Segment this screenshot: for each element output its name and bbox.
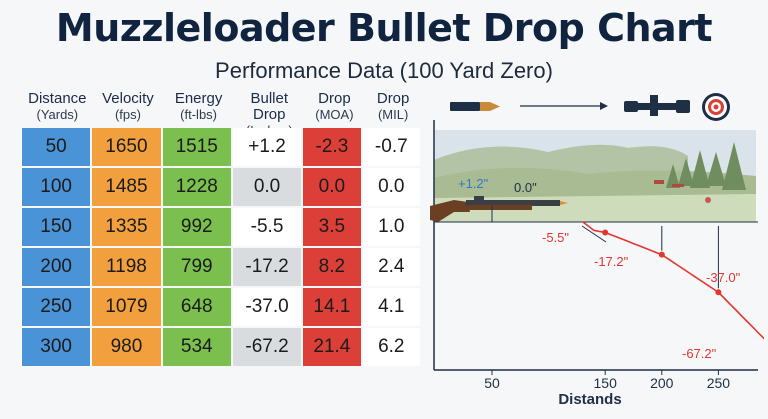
cell-drop-moa: 8.2 xyxy=(303,248,361,286)
table-row: 100 1485 1228 0.0 0.0 0.0 xyxy=(22,168,422,206)
cell-drop-mil: 1.0 xyxy=(362,208,420,246)
trajectory-diagram: +1.2" 0.0" -5.5" -17.2" -37.0" -67.2" 50 150 200… xyxy=(430,93,764,408)
cell-drop-mil: 0.0 xyxy=(362,168,420,206)
cell-energy: 534 xyxy=(162,328,231,366)
cell-energy: 1515 xyxy=(162,128,231,166)
cell-velocity: 980 xyxy=(92,328,161,366)
x-tick-label: 200 xyxy=(650,375,674,391)
annotation-label: +1.2" xyxy=(458,176,489,191)
scope-icon xyxy=(624,95,690,116)
cell-bullet-drop: -5.5 xyxy=(232,208,302,246)
cell-distance: 100 xyxy=(22,168,91,206)
cell-drop-mil: 4.1 xyxy=(362,288,420,326)
cell-distance: 300 xyxy=(22,328,91,366)
cell-drop-mil: 6.2 xyxy=(362,328,420,366)
x-axis-title: Distands xyxy=(558,391,621,408)
data-point xyxy=(715,289,722,296)
cell-drop-moa: 21.4 xyxy=(303,328,361,366)
x-tick-label: 250 xyxy=(707,375,731,391)
table-row: 150 1335 992 -5.5 3.5 1.0 xyxy=(22,208,422,246)
annotation-label: -67.2" xyxy=(682,346,717,361)
data-point xyxy=(658,251,665,258)
cell-velocity: 1335 xyxy=(92,208,161,246)
cell-energy: 799 xyxy=(162,248,231,286)
annotation-label: 0.0" xyxy=(514,180,537,195)
rifle-icon xyxy=(430,196,568,222)
x-tick-label: 300 xyxy=(763,375,764,391)
cell-distance: 150 xyxy=(22,208,91,246)
page-subtitle: Performance Data (100 Yard Zero) xyxy=(215,58,553,83)
cell-distance: 50 xyxy=(22,128,91,166)
header-drop-moa: Drop (MOA) xyxy=(315,90,354,123)
table-row: 200 1198 799 -17.2 8.2 2.4 xyxy=(22,248,422,286)
header-drop-mil: Drop (MIL) xyxy=(376,90,410,123)
table-row: 250 1079 648 -37.0 14.1 4.1 xyxy=(22,288,422,326)
arrow-icon xyxy=(520,102,608,110)
cell-distance: 200 xyxy=(22,248,91,286)
bullet-icon xyxy=(450,102,500,111)
cell-energy: 648 xyxy=(162,288,231,326)
table-body: 50 1650 1515 +1.2 -2.3 -0.7 100 1485 122… xyxy=(22,128,422,366)
x-tick-label: 50 xyxy=(484,375,500,391)
cell-drop-moa: 0.0 xyxy=(303,168,361,206)
cell-bullet-drop: -37.0 xyxy=(232,288,302,326)
target-icon xyxy=(702,93,730,121)
cell-drop-mil: 2.4 xyxy=(362,248,420,286)
page-title: Muzzleloader Bullet Drop Chart xyxy=(55,6,713,50)
cell-velocity: 1650 xyxy=(92,128,161,166)
x-tick-label: 150 xyxy=(594,375,618,391)
cell-drop-moa: -2.3 xyxy=(303,128,361,166)
cell-bullet-drop: -67.2 xyxy=(232,328,302,366)
cell-bullet-drop: 0.0 xyxy=(232,168,302,206)
cell-energy: 1228 xyxy=(162,168,231,206)
cell-drop-moa: 3.5 xyxy=(303,208,361,246)
table-header: Distance (Yards) Velocity (fps) Energy (ft-… xyxy=(22,88,422,139)
header-velocity: Velocity (fps) xyxy=(102,90,154,123)
trajectory-layer: +1.2" 0.0" -5.5" -17.2" -37.0" -67.2" 50 150 200… xyxy=(458,176,764,391)
header-bullet-drop: Bullet Drop(Inches) xyxy=(246,90,293,139)
drop-arrow xyxy=(581,225,607,243)
cell-velocity: 1079 xyxy=(92,288,161,326)
cell-bullet-drop: -17.2 xyxy=(232,248,302,286)
data-point xyxy=(602,229,609,236)
cell-drop-mil: -0.7 xyxy=(362,128,420,166)
header-distance: Distance (Yards) xyxy=(28,90,87,123)
cell-energy: 992 xyxy=(162,208,231,246)
cell-bullet-drop: +1.2 xyxy=(232,128,302,166)
cell-drop-moa: 14.1 xyxy=(303,288,361,326)
cell-velocity: 1198 xyxy=(92,248,161,286)
table-row: 50 1650 1515 +1.2 -2.3 -0.7 xyxy=(22,128,422,166)
header-energy: Energy (ft-lbs) xyxy=(174,90,223,123)
annotation-label: -5.5" xyxy=(542,230,569,245)
trajectory-line xyxy=(582,220,764,340)
table-row: 300 980 534 -67.2 21.4 6.2 xyxy=(22,328,422,366)
drop-table: Distance (Yards) Velocity (fps) Energy (ft-… xyxy=(22,88,422,368)
annotation-label: -17.2" xyxy=(594,254,629,269)
annotation-label: -37.0" xyxy=(706,270,741,285)
cell-velocity: 1485 xyxy=(92,168,161,206)
cell-distance: 250 xyxy=(22,288,91,326)
